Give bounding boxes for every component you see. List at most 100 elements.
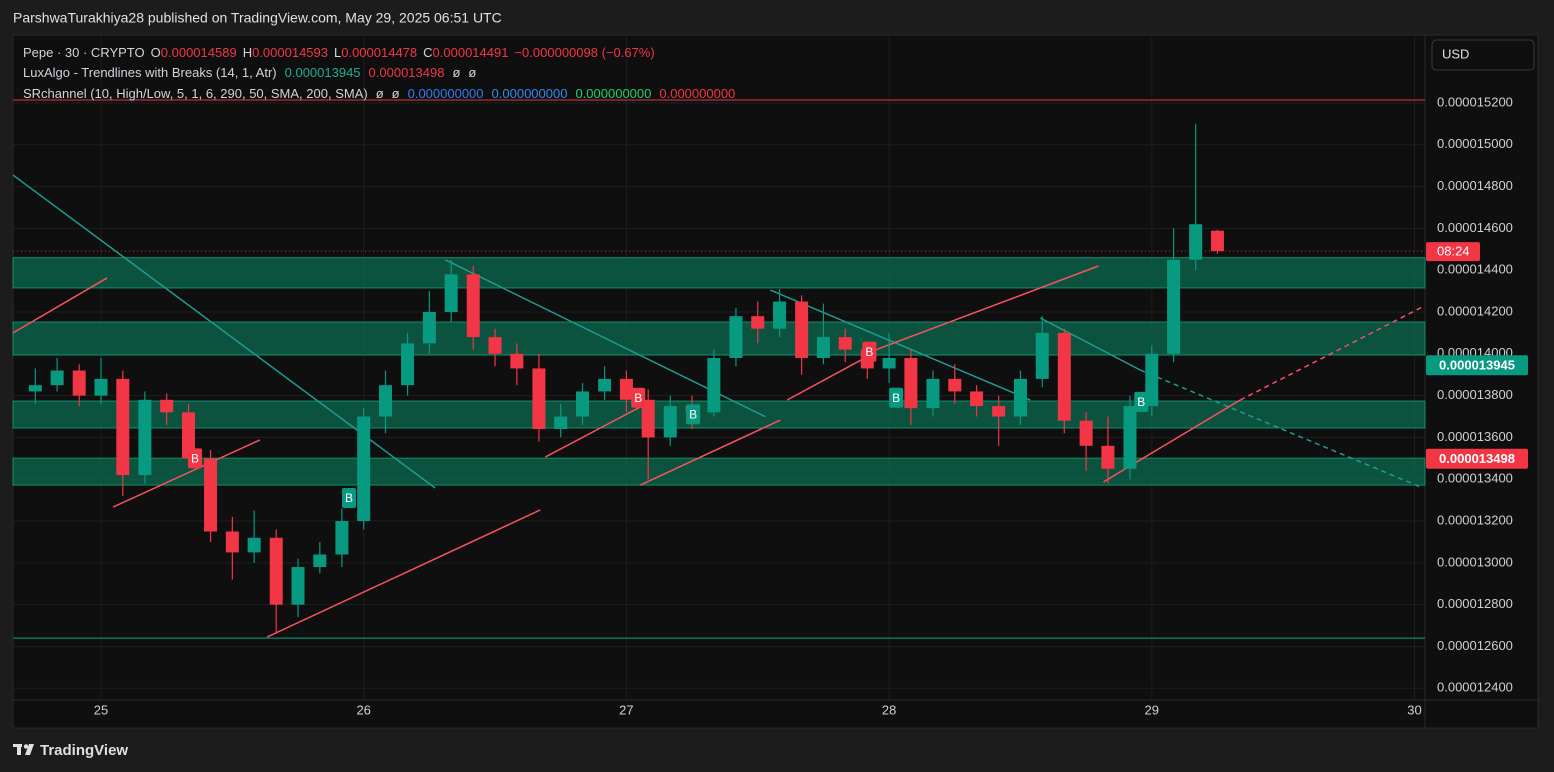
break-marker bbox=[631, 387, 646, 408]
candle-body bbox=[992, 406, 1006, 417]
candle-body bbox=[50, 370, 64, 386]
legend-item: Pepe · 30 · CRYPTO bbox=[23, 45, 145, 60]
candle-body bbox=[751, 316, 765, 329]
y-tick-label: 0.000015200 bbox=[1437, 94, 1513, 109]
break-marker-label: B bbox=[345, 491, 353, 505]
candle-body bbox=[28, 385, 42, 392]
brand-name: TradingView bbox=[40, 742, 128, 759]
trendline bbox=[12, 277, 108, 334]
candle-body bbox=[882, 357, 896, 369]
currency-label[interactable]: USD bbox=[1442, 46, 1469, 61]
sr-zone bbox=[12, 257, 1426, 289]
candle-body bbox=[773, 301, 787, 329]
legend-item: 0.000014491 bbox=[433, 45, 509, 60]
break-marker bbox=[889, 387, 904, 408]
logo-shape bbox=[25, 744, 34, 755]
sr-zone bbox=[12, 457, 1426, 486]
y-tick-label: 0.000014800 bbox=[1437, 178, 1513, 193]
legend-row: Pepe · 30 · CRYPTO O0.000014589 H0.0000145… bbox=[23, 45, 655, 60]
candle-body bbox=[181, 412, 195, 459]
candle-body bbox=[269, 537, 283, 605]
candle-body bbox=[357, 416, 371, 522]
y-tick-label: 0.000013400 bbox=[1437, 471, 1513, 486]
plot: B B B B B B B bbox=[12, 35, 1426, 700]
legend-item: ø bbox=[392, 86, 400, 101]
candle-body bbox=[379, 385, 393, 417]
break-marker-label: B bbox=[1137, 395, 1145, 409]
legend-item: C bbox=[423, 45, 432, 60]
trendline bbox=[266, 509, 541, 638]
candle-body bbox=[488, 337, 502, 354]
x-tick-label: 28 bbox=[882, 702, 896, 717]
legend-item: H bbox=[243, 45, 252, 60]
legend-item: 0.000000000 bbox=[492, 86, 568, 101]
candle-body bbox=[838, 337, 852, 350]
candle-body bbox=[225, 531, 239, 553]
candle-body bbox=[1035, 332, 1049, 379]
legend-item: 0.000000000 bbox=[575, 86, 651, 101]
legend-row: SRchannel (10, High/Low, 5, 1, 6, 290, 5… bbox=[23, 86, 735, 101]
candle-body bbox=[204, 458, 218, 532]
y-tick-label: 0.000013000 bbox=[1437, 554, 1513, 569]
candle-body bbox=[816, 337, 830, 358]
candle-body bbox=[444, 274, 458, 312]
candle-body bbox=[94, 378, 108, 396]
legend-item: ø bbox=[452, 65, 460, 80]
candle-body bbox=[532, 368, 546, 430]
trendline bbox=[786, 354, 871, 401]
candle-body bbox=[707, 357, 721, 413]
sr-zone bbox=[12, 321, 1426, 356]
trendline bbox=[544, 406, 641, 458]
candle-body bbox=[663, 406, 677, 438]
legend-row: LuxAlgo - Trendlines with Breaks (14, 1,… bbox=[23, 65, 476, 80]
y-tick-label: 0.000013200 bbox=[1437, 512, 1513, 527]
y-tick-label: 0.000014600 bbox=[1437, 220, 1513, 235]
candle-body bbox=[291, 567, 305, 605]
legend-item: LuxAlgo - Trendlines with Breaks (14, 1,… bbox=[23, 65, 277, 80]
trendline bbox=[1040, 317, 1141, 371]
y-tick-label: 0.000014200 bbox=[1437, 303, 1513, 318]
break-marker-label: B bbox=[689, 408, 697, 422]
candle-body bbox=[970, 391, 984, 407]
legend-item: 0.000013498 bbox=[369, 65, 445, 80]
legend-item: L bbox=[334, 45, 341, 60]
break-marker-label: B bbox=[191, 452, 199, 466]
candle-body bbox=[422, 311, 436, 344]
candle-body bbox=[926, 378, 940, 409]
legend-item: 0.000014593 bbox=[252, 45, 328, 60]
x-tick-label: 27 bbox=[619, 702, 633, 717]
y-tick-label: 0.000012400 bbox=[1437, 680, 1513, 695]
candle-body bbox=[72, 370, 86, 396]
candle-body bbox=[160, 399, 174, 413]
trendline bbox=[770, 289, 1031, 401]
break-marker-label: B bbox=[892, 391, 900, 405]
candle-body bbox=[401, 343, 415, 386]
legend-item: 0.000000000 bbox=[659, 86, 735, 101]
break-marker bbox=[686, 404, 701, 425]
legend-item: 0.000014589 bbox=[161, 45, 237, 60]
legend-item: ø bbox=[468, 65, 476, 80]
candle-body bbox=[619, 378, 633, 400]
legend-item: O bbox=[151, 45, 161, 60]
candle-body bbox=[313, 554, 327, 568]
trendline bbox=[112, 439, 261, 508]
break-marker-label: B bbox=[865, 345, 873, 359]
legend-item: SRchannel (10, High/Low, 5, 1, 6, 290, 5… bbox=[23, 86, 368, 101]
candle-body bbox=[466, 274, 480, 338]
candle-body bbox=[904, 357, 918, 409]
currency-button[interactable] bbox=[1431, 39, 1535, 71]
candle-body bbox=[598, 378, 612, 392]
candle-body bbox=[335, 521, 349, 555]
brand-logo bbox=[13, 744, 34, 755]
trendline bbox=[1140, 369, 1421, 488]
trendline bbox=[1239, 306, 1423, 401]
x-tick-label: 29 bbox=[1145, 702, 1159, 717]
candle-body bbox=[641, 399, 655, 438]
candle-body bbox=[729, 316, 743, 358]
candle-body bbox=[1210, 230, 1224, 252]
y-tick-label: 0.000012600 bbox=[1437, 638, 1513, 653]
candle-body bbox=[510, 353, 524, 369]
price-label-box bbox=[1426, 448, 1528, 469]
break-marker bbox=[341, 488, 356, 509]
